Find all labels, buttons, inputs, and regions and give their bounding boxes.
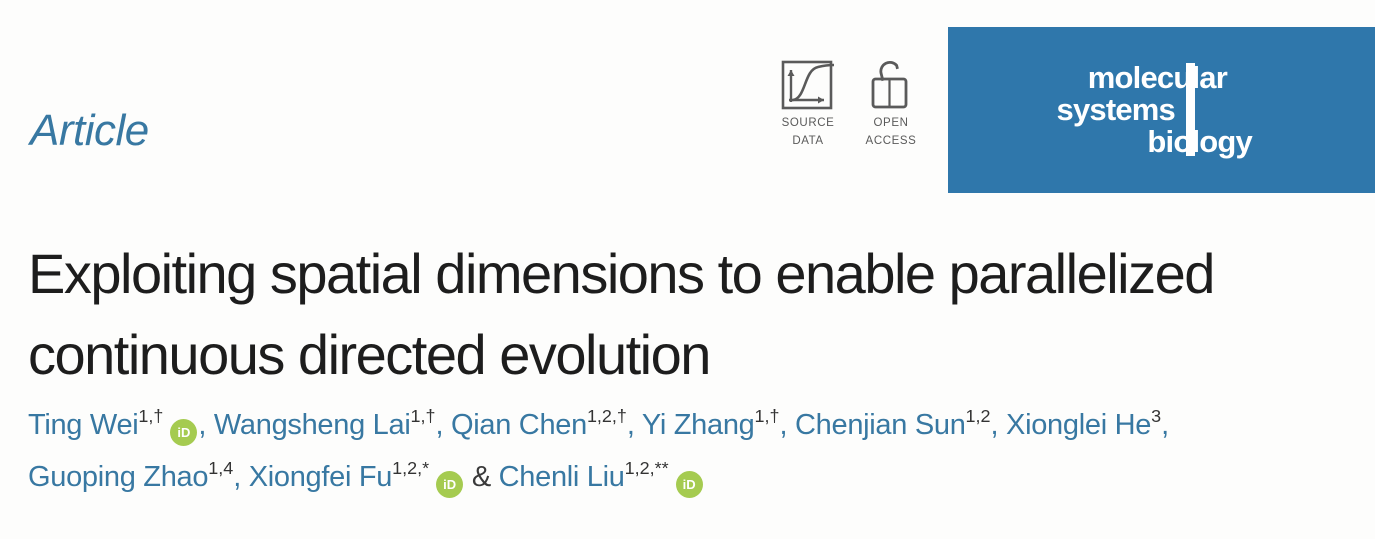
journal-logo-line3: biology bbox=[1147, 124, 1252, 159]
author-affiliation-superscript: 1,† bbox=[754, 406, 780, 427]
journal-logo-bar bbox=[1186, 63, 1195, 156]
author-affiliation-superscript: 1,† bbox=[138, 406, 164, 427]
open-access-label-line2: ACCESS bbox=[865, 135, 917, 147]
source-data-label-line2: DATA bbox=[792, 135, 824, 147]
open-lock-icon bbox=[856, 58, 926, 112]
source-data-icon bbox=[768, 58, 848, 112]
author-list: Ting Wei1,†iD, Wangsheng Lai1,†, Qian Ch… bbox=[28, 399, 1358, 503]
author-name[interactable]: Chenjian Sun1,2 bbox=[795, 406, 991, 441]
author-affiliation-superscript: 1,2 bbox=[965, 406, 991, 427]
author-name[interactable]: Yi Zhang1,† bbox=[641, 406, 780, 441]
journal-logo-line2: systems bbox=[1056, 92, 1176, 127]
paper-title-line2: continuous directed evolution bbox=[28, 323, 711, 386]
article-kicker: Article bbox=[30, 106, 149, 155]
author-affiliation-superscript: 1,4 bbox=[208, 458, 234, 479]
open-access-label-line1: OPEN bbox=[873, 117, 909, 129]
journal-logo-line1: molecular bbox=[1087, 60, 1228, 95]
author-affiliation-superscript: 1,2,** bbox=[624, 458, 669, 479]
author-affiliation-superscript: 1,2,† bbox=[586, 406, 627, 427]
author-name[interactable]: Wangsheng Lai1,† bbox=[213, 406, 436, 441]
source-data-badge[interactable]: SOURCE DATA bbox=[768, 58, 848, 148]
author-affiliation-superscript: 1,2,* bbox=[392, 458, 430, 479]
paper-title: Exploiting spatial dimensions to enable … bbox=[28, 233, 1368, 395]
author-name[interactable]: Qian Chen1,2,† bbox=[450, 406, 627, 441]
author-name[interactable]: Xionglei He3 bbox=[1006, 406, 1162, 441]
author-name[interactable]: Chenli Liu1,2,** bbox=[498, 458, 669, 493]
author-name[interactable]: Guoping Zhao1,4 bbox=[28, 458, 234, 493]
author-name[interactable]: Xiongfei Fu1,2,* bbox=[248, 458, 430, 493]
orcid-icon[interactable]: iD bbox=[170, 419, 198, 446]
journal-logo[interactable]: molecular systems biology bbox=[948, 27, 1375, 193]
author-affiliation-superscript: 1,† bbox=[410, 406, 436, 427]
orcid-icon[interactable]: iD bbox=[436, 471, 464, 498]
orcid-icon[interactable]: iD bbox=[675, 471, 703, 498]
source-data-label-line1: SOURCE bbox=[781, 117, 835, 129]
author-name[interactable]: Ting Wei1,† bbox=[28, 406, 164, 441]
author-separator-ampersand: & bbox=[464, 461, 499, 493]
open-access-badge[interactable]: OPEN ACCESS bbox=[856, 58, 926, 148]
paper-title-line1: Exploiting spatial dimensions to enable … bbox=[28, 242, 1215, 305]
author-affiliation-superscript: 3 bbox=[1151, 406, 1162, 427]
